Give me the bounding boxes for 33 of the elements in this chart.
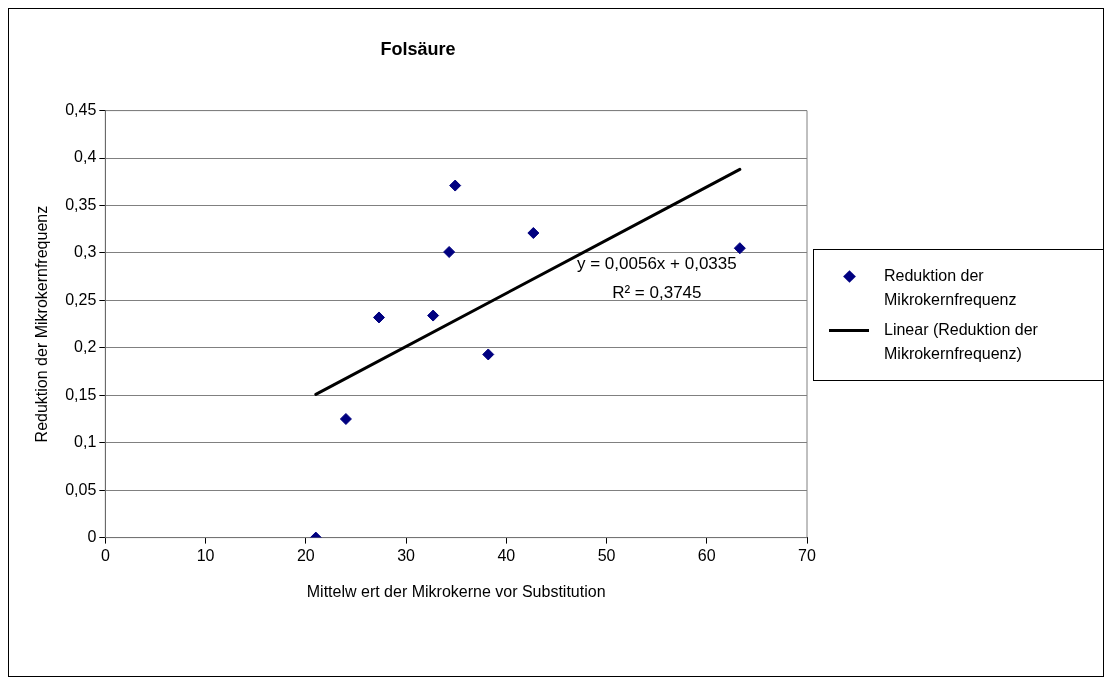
annotation: R² = 0,3745 [612, 283, 702, 303]
y-axis-title: Reduktion der Mikrokernfrequenz [33, 205, 51, 443]
point [339, 412, 352, 425]
x-tick-label: 60 [697, 546, 716, 564]
x-tick-label: 0 [100, 546, 110, 564]
x-tick-label: 50 [597, 546, 616, 564]
legend-label: Linear (Reduktion der Mikrokernfrequenz) [884, 320, 1039, 364]
y-tick-label: 0,3 [74, 243, 97, 261]
x-tick-label: 10 [196, 546, 215, 564]
y-tick-label: 0,2 [74, 338, 97, 356]
point [372, 311, 385, 324]
y-tick-label: 0,15 [65, 385, 97, 403]
y-tick-label: 0,45 [65, 101, 97, 119]
point [443, 245, 456, 258]
point [449, 179, 462, 192]
y-tick-label: 0,05 [65, 480, 97, 498]
annotation: y = 0,0056x + 0,0335 [576, 254, 737, 274]
legend-label: Reduktion der Mikrokernfrequenz [884, 266, 1018, 310]
point [733, 242, 746, 255]
y-tick-label: 0,25 [65, 290, 97, 308]
x-tick-label: 40 [497, 546, 516, 564]
chart-title: Folsäure [380, 38, 456, 59]
y-tick-label: 0,1 [74, 433, 97, 451]
point [427, 309, 440, 322]
point [482, 348, 495, 361]
x-tick-label: 70 [798, 546, 816, 564]
point [527, 227, 540, 240]
x-tick-label: 20 [296, 546, 315, 564]
x-tick-label: 30 [397, 546, 416, 564]
y-tick-label: 0,35 [65, 195, 97, 213]
y-tick-label: 0 [87, 528, 97, 546]
y-tick-label: 0,4 [74, 148, 97, 166]
x-axis-title: Mittelw ert der Mikrokerne vor Substitution [306, 582, 606, 600]
